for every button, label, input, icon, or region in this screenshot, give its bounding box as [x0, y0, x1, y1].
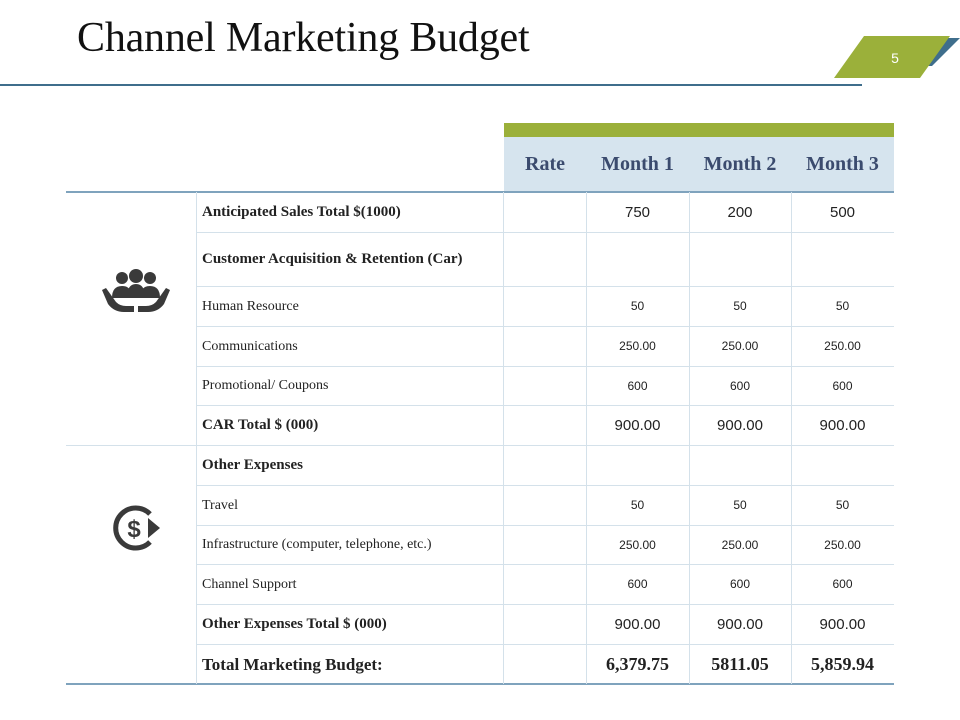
row-value: 500 — [829, 203, 856, 221]
row-value: 50 — [733, 299, 747, 313]
dollar-cycle-icon: $ — [113, 505, 160, 551]
header-background — [504, 137, 894, 191]
row-label: Total Marketing Budget: — [202, 654, 383, 674]
row-value: 250.00 — [721, 339, 759, 353]
row-value — [586, 445, 689, 485]
row-divider — [196, 366, 894, 367]
row-value: 900.00 — [614, 416, 661, 434]
header-month-2: Month 2 — [703, 153, 777, 175]
row-label: Anticipated Sales Total $(1000) — [202, 203, 401, 220]
row-label: Other Expenses — [202, 456, 303, 473]
row-value: 600 — [627, 577, 648, 591]
row-value: 900.00 — [819, 615, 866, 633]
row-label: Channel Support — [202, 576, 297, 592]
slide-number: 5 — [891, 50, 899, 66]
row-value — [586, 232, 689, 286]
column-divider — [586, 192, 587, 684]
row-value: 600 — [832, 577, 853, 591]
title-divider — [0, 84, 862, 86]
row-divider — [66, 445, 894, 446]
page-title: Channel Marketing Budget — [77, 15, 530, 61]
row-divider — [196, 525, 894, 526]
row-divider — [66, 191, 894, 193]
people-hands-icon — [102, 269, 170, 312]
row-value: 600 — [729, 378, 751, 393]
svg-text:$: $ — [127, 516, 141, 543]
row-divider — [196, 485, 894, 486]
row-divider — [196, 326, 894, 327]
row-label: Other Expenses Total $ (000) — [202, 615, 387, 632]
header-month-3: Month 3 — [806, 153, 879, 175]
row-value: 250.00 — [619, 537, 656, 552]
column-divider — [689, 192, 690, 684]
slide-number-badge — [826, 30, 960, 90]
row-value: 200 — [727, 203, 753, 221]
header-month-1: Month 1 — [601, 153, 674, 175]
row-divider — [196, 286, 894, 287]
row-value: 50 — [630, 498, 645, 512]
row-value: 900.00 — [717, 416, 763, 434]
row-value: 50 — [733, 498, 747, 512]
row-value: 600 — [832, 378, 853, 393]
table-bottom-rule — [66, 683, 894, 685]
row-value: 900.00 — [717, 615, 763, 633]
row-value: 50 — [835, 299, 850, 313]
row-divider — [196, 405, 894, 406]
row-value: 250.00 — [824, 537, 861, 552]
row-value: 250.00 — [824, 339, 861, 353]
column-divider — [503, 192, 504, 684]
row-divider — [196, 644, 894, 645]
row-label: Communications — [202, 338, 298, 354]
row-label: Infrastructure (computer, telephone, etc… — [202, 537, 432, 552]
header-accent-band — [504, 123, 894, 137]
row-label: Travel — [202, 497, 239, 513]
column-divider — [196, 192, 197, 684]
row-value — [791, 232, 894, 286]
row-label: CAR Total $ (000) — [202, 416, 319, 433]
row-value: 250.00 — [619, 339, 656, 353]
row-label: Customer Acquisition & Retention (Car) — [202, 250, 463, 267]
row-value: 50 — [630, 299, 645, 313]
row-value: 600 — [729, 577, 751, 591]
row-value: 600 — [627, 378, 648, 393]
row-label: Human Resource — [202, 298, 299, 314]
row-value — [791, 445, 894, 485]
row-divider — [196, 232, 894, 233]
row-value — [689, 232, 791, 286]
row-value: 5811.05 — [711, 653, 769, 674]
row-value: 5,859.94 — [811, 653, 874, 674]
row-value: 6,379.75 — [606, 653, 669, 674]
row-label: Promotional/ Coupons — [202, 378, 329, 393]
row-value: 900.00 — [614, 615, 661, 633]
header-rate: Rate — [525, 153, 565, 175]
row-value — [689, 445, 791, 485]
row-divider — [196, 564, 894, 565]
row-value: 50 — [835, 498, 850, 512]
column-divider — [791, 192, 792, 684]
row-value: 900.00 — [819, 416, 866, 434]
row-divider — [196, 604, 894, 605]
row-value: 250.00 — [721, 537, 759, 552]
row-value: 750 — [624, 203, 651, 221]
